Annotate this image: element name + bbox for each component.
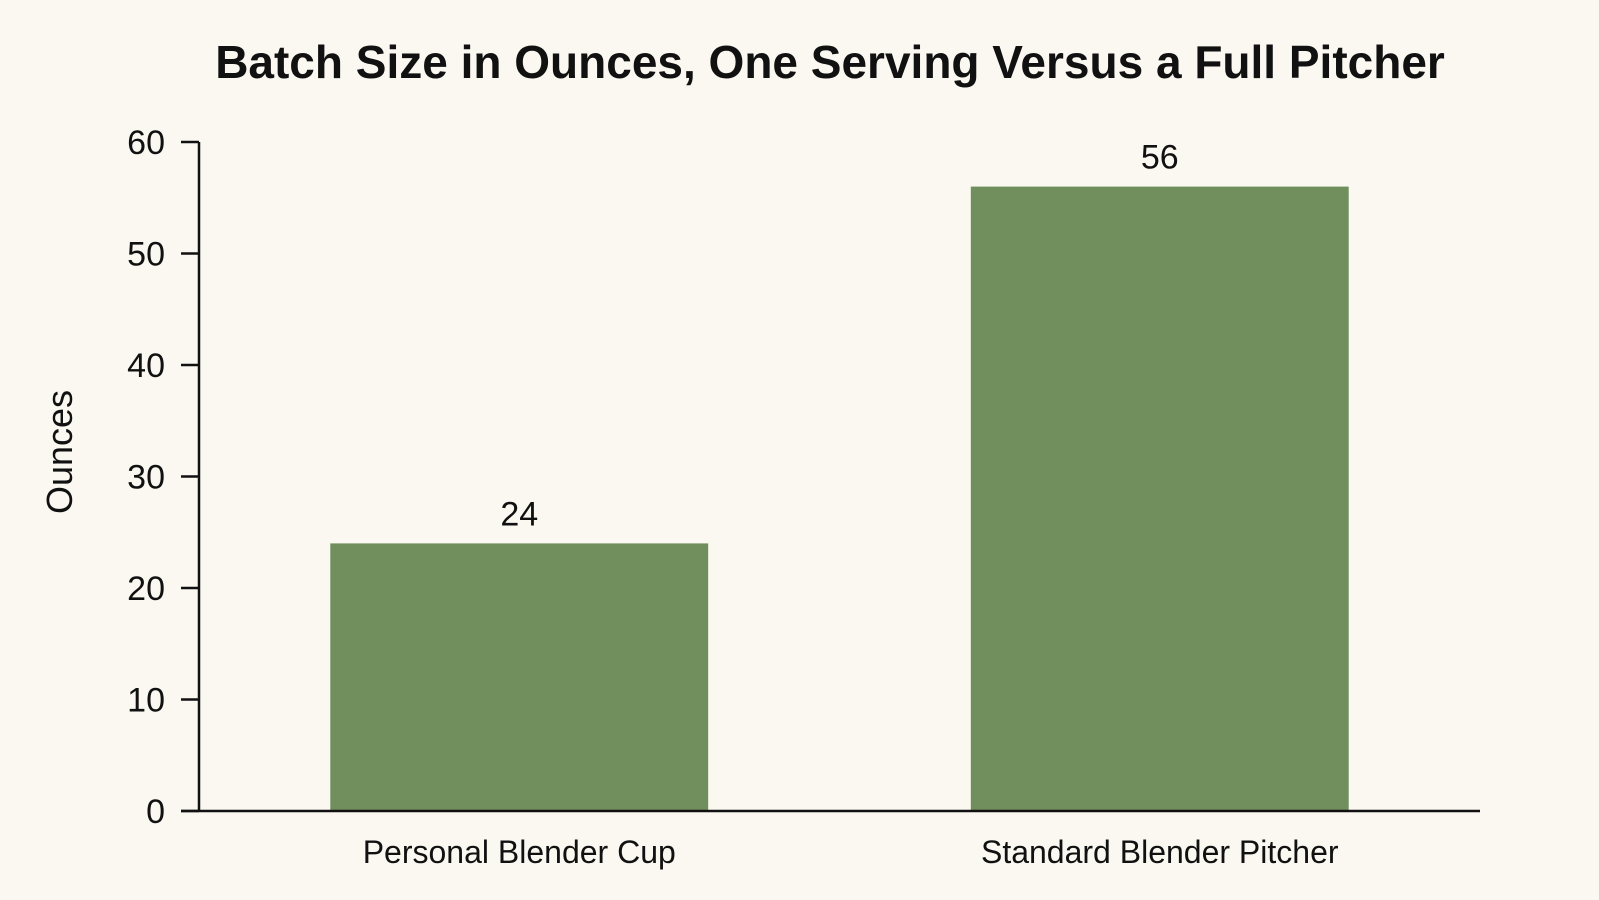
bars bbox=[330, 186, 1349, 812]
data-label-1: 24 bbox=[500, 495, 538, 533]
data-label-2: 56 bbox=[1141, 139, 1179, 177]
y-tick-label: 20 bbox=[127, 570, 165, 608]
category-label-2: Standard Blender Pitcher bbox=[981, 834, 1339, 870]
y-tick-label: 50 bbox=[127, 236, 165, 274]
category-labels: Personal Blender Cup Standard Blender Pit… bbox=[363, 834, 1339, 870]
y-axis-title: Ounces bbox=[39, 390, 80, 514]
y-tick-label: 0 bbox=[146, 793, 165, 831]
bar-1 bbox=[330, 543, 709, 811]
chart-title: Batch Size in Ounces, One Serving Versus… bbox=[215, 36, 1445, 88]
category-label-1: Personal Blender Cup bbox=[363, 834, 676, 870]
y-axis-ticks: 0 10 20 30 40 50 60 bbox=[127, 124, 199, 831]
y-tick-label: 30 bbox=[127, 459, 165, 497]
y-tick-label: 40 bbox=[127, 347, 165, 385]
bar-2 bbox=[970, 186, 1349, 812]
y-tick-label: 10 bbox=[127, 682, 165, 720]
data-labels: 24 56 bbox=[500, 139, 1178, 534]
y-tick-label: 60 bbox=[127, 124, 165, 162]
